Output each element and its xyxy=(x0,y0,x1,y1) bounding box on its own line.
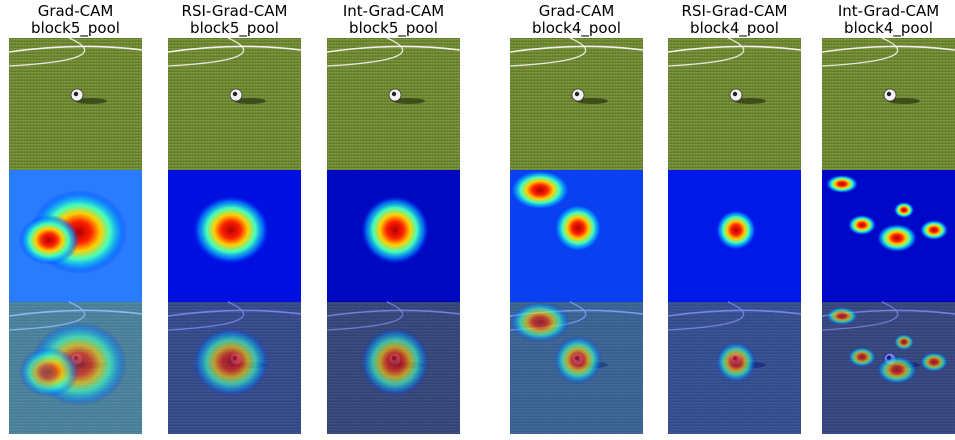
method-title: Int-Grad-CAM xyxy=(343,2,444,20)
field-line xyxy=(509,45,644,53)
method-title: RSI-Grad-CAM xyxy=(182,2,288,20)
ball-shadow xyxy=(234,98,266,104)
heat-spot xyxy=(848,215,876,235)
grass xyxy=(668,38,801,170)
layer-title: block5_pool xyxy=(31,19,120,38)
ball-patch xyxy=(391,91,397,97)
field-arc xyxy=(326,37,404,67)
ball-shadow xyxy=(734,98,766,104)
method-title: Grad-CAM xyxy=(539,2,615,20)
field-line xyxy=(326,45,461,53)
grass xyxy=(327,38,460,170)
ball-patch xyxy=(574,91,580,97)
method-title: Int-Grad-CAM xyxy=(838,2,939,20)
heat-spot xyxy=(826,175,858,193)
heat-spot xyxy=(848,347,876,367)
layer-title: block5_pool xyxy=(190,19,279,38)
field-line xyxy=(821,45,955,53)
heat-spot xyxy=(193,196,269,264)
ball-shadow xyxy=(393,98,425,104)
heat-spot xyxy=(554,336,602,384)
field-arc xyxy=(821,37,899,67)
ball-shadow xyxy=(888,98,920,104)
grass xyxy=(168,38,301,170)
field-arc xyxy=(509,37,587,67)
heat-spot xyxy=(894,334,914,350)
heat-spot xyxy=(716,210,756,250)
heat-spot xyxy=(826,307,858,325)
heat-spot xyxy=(510,302,570,342)
heat-spot xyxy=(920,352,948,372)
heat-spot xyxy=(361,328,429,396)
method-title: Grad-CAM xyxy=(38,2,114,20)
heat-spot xyxy=(361,196,429,264)
heat-spot xyxy=(19,215,79,265)
layer-title: block4_pool xyxy=(532,19,621,38)
field-line xyxy=(667,45,802,53)
heat-spot xyxy=(554,204,602,252)
ball-patch xyxy=(232,91,238,97)
layer-title: block5_pool xyxy=(349,19,438,38)
method-title: RSI-Grad-CAM xyxy=(682,2,788,20)
ball-patch xyxy=(73,91,79,97)
heat-spot xyxy=(510,170,570,210)
heat-spot xyxy=(894,202,914,218)
ball-patch xyxy=(886,91,892,97)
field-line xyxy=(167,45,302,53)
ball-shadow xyxy=(576,98,608,104)
ball-shadow xyxy=(75,98,107,104)
heat-spot xyxy=(877,224,917,252)
heat-spot xyxy=(920,220,948,240)
heat-spot xyxy=(716,342,756,382)
grass xyxy=(822,38,955,170)
field-arc xyxy=(667,37,745,67)
ball-patch xyxy=(732,91,738,97)
grass xyxy=(510,38,643,170)
grass xyxy=(9,38,142,170)
heat-spot xyxy=(877,356,917,384)
layer-title: block4_pool xyxy=(690,19,779,38)
field-line xyxy=(8,45,143,53)
field-arc xyxy=(167,37,245,67)
field-arc xyxy=(8,37,86,67)
heat-spot xyxy=(193,328,269,396)
heat-spot xyxy=(19,347,79,397)
layer-title: block4_pool xyxy=(844,19,933,38)
